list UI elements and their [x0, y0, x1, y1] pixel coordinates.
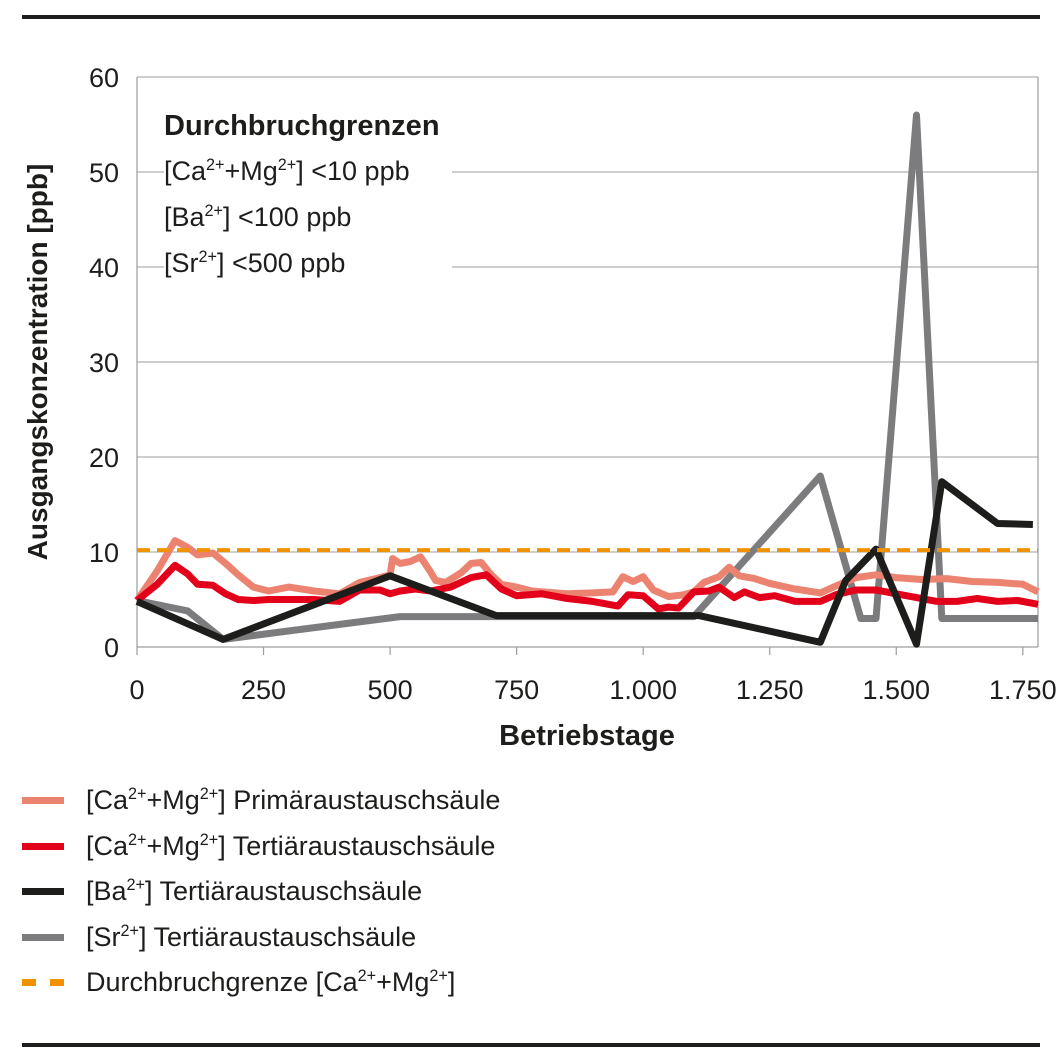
axes — [136, 77, 1039, 655]
legend-swatch-ca-mg-tertiary — [22, 842, 64, 850]
y-tick-label: 50 — [89, 158, 119, 188]
legend-label: [Ca2++Mg2+] Tertiäraustauschsäule — [86, 830, 496, 861]
x-tick-label: 1.250 — [736, 675, 804, 705]
y-axis-label: Ausgangskonzentration [ppb] — [22, 164, 53, 561]
series-ca-mg-tertiary — [134, 561, 1039, 613]
legend-swatch-breakthrough-limit — [22, 979, 64, 987]
x-tick-label: 1.000 — [609, 675, 677, 705]
legend-label: Durchbruchgrenze [Ca2++Mg2+] — [86, 967, 456, 998]
x-tick-label: 1.500 — [862, 675, 930, 705]
annotation-line-ca-mg: [Ca2++Mg2+] <10 ppb — [164, 156, 410, 186]
legend-label: [Ca2++Mg2+] Primäraustauschsäule — [86, 785, 501, 816]
legend-item-sr-tertiary: [Sr2+] Tertiäraustauschsäule — [22, 915, 500, 961]
x-tick-label: 250 — [241, 675, 286, 705]
annotation-line-ba: [Ba2+] <100 ppb — [164, 202, 352, 232]
legend-label: [Sr2+] Tertiäraustauschsäule — [86, 921, 417, 952]
legend-label: [Ba2+] Tertiäraustauschsäule — [86, 876, 423, 907]
top-rule — [22, 15, 1040, 19]
series-ba-tertiary — [135, 478, 1033, 648]
annotation-title: Durchbruchgrenzen — [164, 110, 440, 142]
y-tick-label: 30 — [89, 348, 119, 378]
y-tick-label: 60 — [89, 63, 119, 93]
y-tick-label: 10 — [89, 538, 119, 568]
y-tick-label: 40 — [89, 253, 119, 283]
x-tick-label: 1.750 — [989, 675, 1057, 705]
series-ca-mg-primary — [134, 537, 1040, 603]
tick-labels: 0 250 500 750 1.000 1.250 1.500 1.750 0 10 20 30 40 5… — [89, 63, 1057, 705]
legend-item-ca-mg-primary: [Ca2++Mg2+] Primäraustauschsäule — [22, 778, 500, 824]
legend-swatch-ba-tertiary — [22, 888, 64, 896]
legend-swatch-ca-mg-primary — [22, 797, 64, 805]
legend-item-ca-mg-tertiary: [Ca2++Mg2+] Tertiäraustauschsäule — [22, 824, 500, 870]
x-axis-label: Betriebstage — [499, 720, 675, 752]
y-tick-label: 0 — [104, 633, 119, 663]
bottom-rule — [22, 1043, 1040, 1047]
legend-item-breakthrough-limit: Durchbruchgrenze [Ca2++Mg2+] — [22, 960, 500, 1006]
breakthrough-limits-annotation: Durchbruchgrenzen [Ca2++Mg2+] <10 ppb [B… — [164, 104, 452, 292]
x-tick-label: 750 — [494, 675, 539, 705]
series-lines — [134, 111, 1040, 648]
legend: [Ca2++Mg2+] Primäraustauschsäule [Ca2++M… — [22, 778, 500, 1006]
legend-item-ba-tertiary: [Ba2+] Tertiäraustauschsäule — [22, 869, 500, 915]
legend-swatch-sr-tertiary — [22, 933, 64, 941]
x-tick-label: 500 — [368, 675, 413, 705]
x-tick-label: 0 — [129, 675, 144, 705]
annotation-line-sr: [Sr2+] <500 ppb — [164, 248, 346, 278]
y-tick-label: 20 — [89, 443, 119, 473]
